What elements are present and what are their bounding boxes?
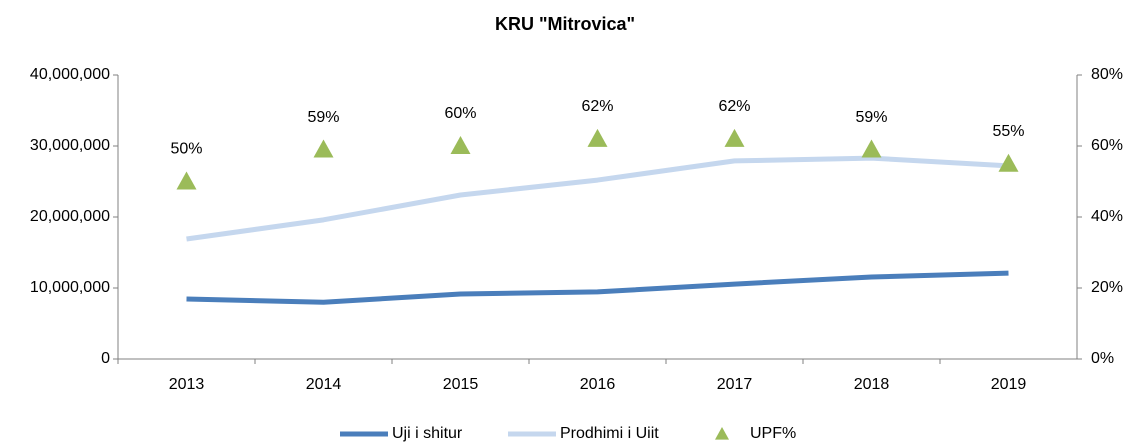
y2-tick-label: 60% bbox=[1091, 137, 1123, 154]
legend-marker bbox=[715, 427, 729, 440]
data-label: 50% bbox=[170, 141, 202, 158]
marker bbox=[176, 171, 197, 190]
y-tick-label: 0 bbox=[101, 350, 110, 367]
data-label: 59% bbox=[307, 109, 339, 126]
x-tick-label: 2018 bbox=[854, 376, 890, 393]
data-label: 59% bbox=[855, 109, 887, 126]
y2-tick-label: 40% bbox=[1091, 208, 1123, 225]
data-label: 60% bbox=[444, 105, 476, 122]
x-tick-label: 2017 bbox=[717, 376, 753, 393]
marker bbox=[998, 153, 1019, 172]
line-series bbox=[186, 270, 1009, 305]
legend-label: Prodhimi i Uiit bbox=[560, 425, 659, 442]
x-tick-label: 2015 bbox=[443, 376, 479, 393]
marker bbox=[587, 128, 608, 147]
y-tick-label: 40,000,000 bbox=[30, 66, 110, 83]
y-tick-label: 10,000,000 bbox=[30, 279, 110, 296]
line-series bbox=[186, 155, 1009, 242]
marker bbox=[724, 128, 745, 147]
data-label: 55% bbox=[992, 123, 1024, 140]
chart-title: KRU "Mitrovica" bbox=[495, 14, 635, 34]
marker bbox=[861, 139, 882, 158]
legend-label: UPF% bbox=[750, 425, 796, 442]
y-tick-label: 20,000,000 bbox=[30, 208, 110, 225]
y2-tick-label: 20% bbox=[1091, 279, 1123, 296]
data-label: 62% bbox=[718, 98, 750, 115]
x-tick-label: 2016 bbox=[580, 376, 616, 393]
marker bbox=[450, 136, 471, 154]
y2-tick-label: 0% bbox=[1091, 350, 1114, 367]
x-tick-label: 2013 bbox=[169, 376, 205, 393]
legend-label: Uji i shitur bbox=[392, 425, 463, 442]
x-tick-label: 2014 bbox=[306, 376, 342, 393]
marker bbox=[313, 139, 334, 158]
y2-tick-label: 80% bbox=[1091, 66, 1123, 83]
data-label: 62% bbox=[581, 98, 613, 115]
x-tick-label: 2019 bbox=[991, 376, 1027, 393]
y-tick-label: 30,000,000 bbox=[30, 137, 110, 154]
